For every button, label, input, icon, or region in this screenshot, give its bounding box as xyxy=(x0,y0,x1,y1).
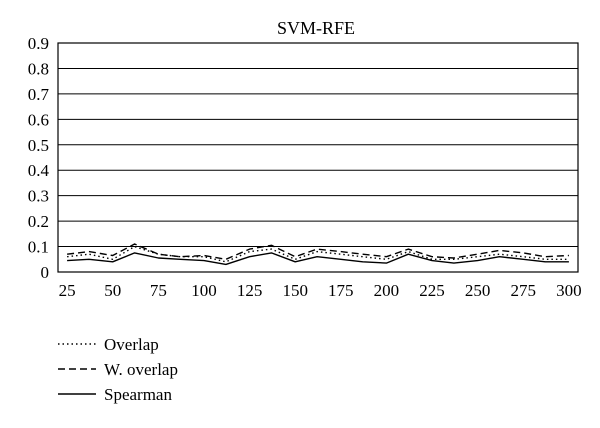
x-tick-label: 150 xyxy=(282,281,308,300)
series-line-w-overlap xyxy=(67,243,569,260)
x-tick-label: 75 xyxy=(150,281,167,300)
x-tick-label: 100 xyxy=(191,281,217,300)
x-tick-label: 125 xyxy=(237,281,263,300)
chart-title: SVM-RFE xyxy=(277,18,355,38)
y-tick-label: 0.4 xyxy=(28,161,50,180)
x-tick-label: 250 xyxy=(465,281,491,300)
x-tick-label: 300 xyxy=(556,281,582,300)
x-tick-label: 175 xyxy=(328,281,354,300)
x-tick-labels: 25 50 75 100 125 150 175 200 225 250 275 300 xyxy=(59,281,582,300)
x-tick-label: 225 xyxy=(419,281,445,300)
x-tick-label: 50 xyxy=(104,281,121,300)
y-tick-label: 0 xyxy=(41,263,50,282)
legend-label: Overlap xyxy=(104,335,159,354)
grid-lines xyxy=(58,67,578,248)
legend-label: W. overlap xyxy=(104,360,178,379)
x-tick-label: 275 xyxy=(511,281,537,300)
y-tick-label: 0.8 xyxy=(28,59,49,78)
legend: Overlap W. overlap Spearman xyxy=(58,335,178,404)
y-tick-label: 0.5 xyxy=(28,136,49,155)
y-tick-label: 0.6 xyxy=(28,110,49,129)
series-line-overlap xyxy=(67,245,569,263)
y-tick-label: 0.9 xyxy=(28,34,49,53)
legend-label: Spearman xyxy=(104,385,172,404)
series-lines xyxy=(67,243,569,266)
y-tick-label: 0.2 xyxy=(28,212,49,231)
x-tick-label: 25 xyxy=(59,281,76,300)
plot-frame xyxy=(57,42,579,273)
y-tick-label: 0.1 xyxy=(28,238,49,257)
series-line-spearman xyxy=(67,252,569,266)
y-tick-label: 0.3 xyxy=(28,187,49,206)
x-tick-label: 200 xyxy=(374,281,400,300)
y-tick-label: 0.7 xyxy=(28,85,50,104)
y-tick-labels: 0 0.1 0.2 0.3 0.4 0.5 0.6 0.7 0.8 0.9 xyxy=(28,34,50,282)
